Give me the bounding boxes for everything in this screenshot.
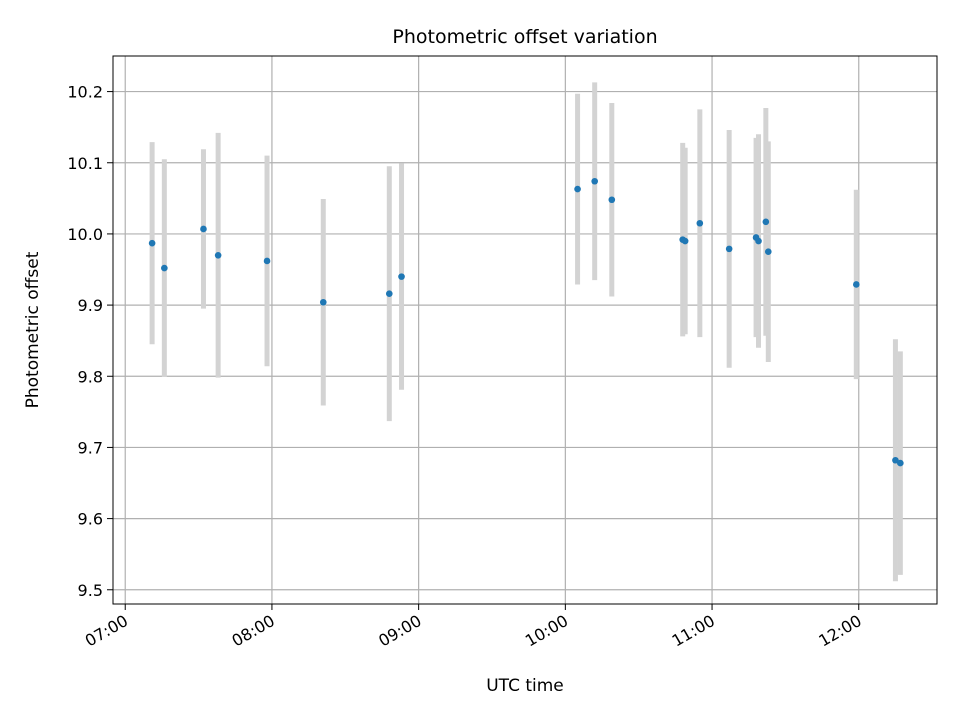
plot-frame: [112, 55, 938, 605]
x-axis-label: UTC time: [486, 676, 564, 696]
data-point: [148, 239, 156, 247]
data-point: [200, 225, 207, 233]
y-tick-label: 9.8: [78, 367, 103, 386]
data-point: [755, 237, 762, 245]
y-tick-label: 10.0: [67, 225, 103, 244]
axis-ticks: 07:00 08:00 09:00 10:00 11:00 12:00 9.5 9.6 9.7 9…: [67, 83, 864, 651]
y-tick-label: 10.1: [67, 154, 103, 173]
y-tick-label: 9.6: [78, 510, 103, 529]
data-point: [214, 251, 222, 259]
data-point: [853, 281, 860, 288]
data-point: [764, 248, 772, 256]
data-point: [319, 298, 327, 306]
data-point: [385, 290, 393, 298]
y-axis-label: Photometric offset: [23, 251, 43, 408]
data-point: [574, 185, 581, 193]
data-point: [161, 264, 168, 272]
error-bars: [149, 82, 903, 582]
data-point: [681, 237, 689, 245]
x-tick-label: 10:00: [522, 611, 571, 651]
y-tick-label: 9.7: [78, 438, 103, 457]
x-tick-label: 12:00: [815, 611, 864, 651]
data-point: [762, 218, 770, 226]
data-point: [725, 245, 733, 253]
x-tick-label: 08:00: [228, 611, 277, 651]
x-tick-label: 11:00: [669, 611, 718, 651]
x-tick-label: 09:00: [375, 611, 424, 651]
y-tick-label: 10.2: [67, 83, 103, 102]
data-point: [608, 196, 616, 204]
grid-lines: [113, 56, 937, 604]
data-point: [398, 273, 405, 280]
x-tick-label: 07:00: [82, 611, 131, 651]
y-tick-label: 9.5: [78, 581, 103, 600]
data-point: [897, 459, 904, 467]
chart-title: Photometric offset variation: [392, 26, 657, 48]
data-point: [892, 456, 899, 464]
y-tick-label: 9.9: [78, 296, 103, 315]
data-point: [591, 177, 598, 185]
data-points: [148, 177, 904, 467]
data-point: [263, 257, 271, 265]
data-point: [696, 219, 704, 227]
